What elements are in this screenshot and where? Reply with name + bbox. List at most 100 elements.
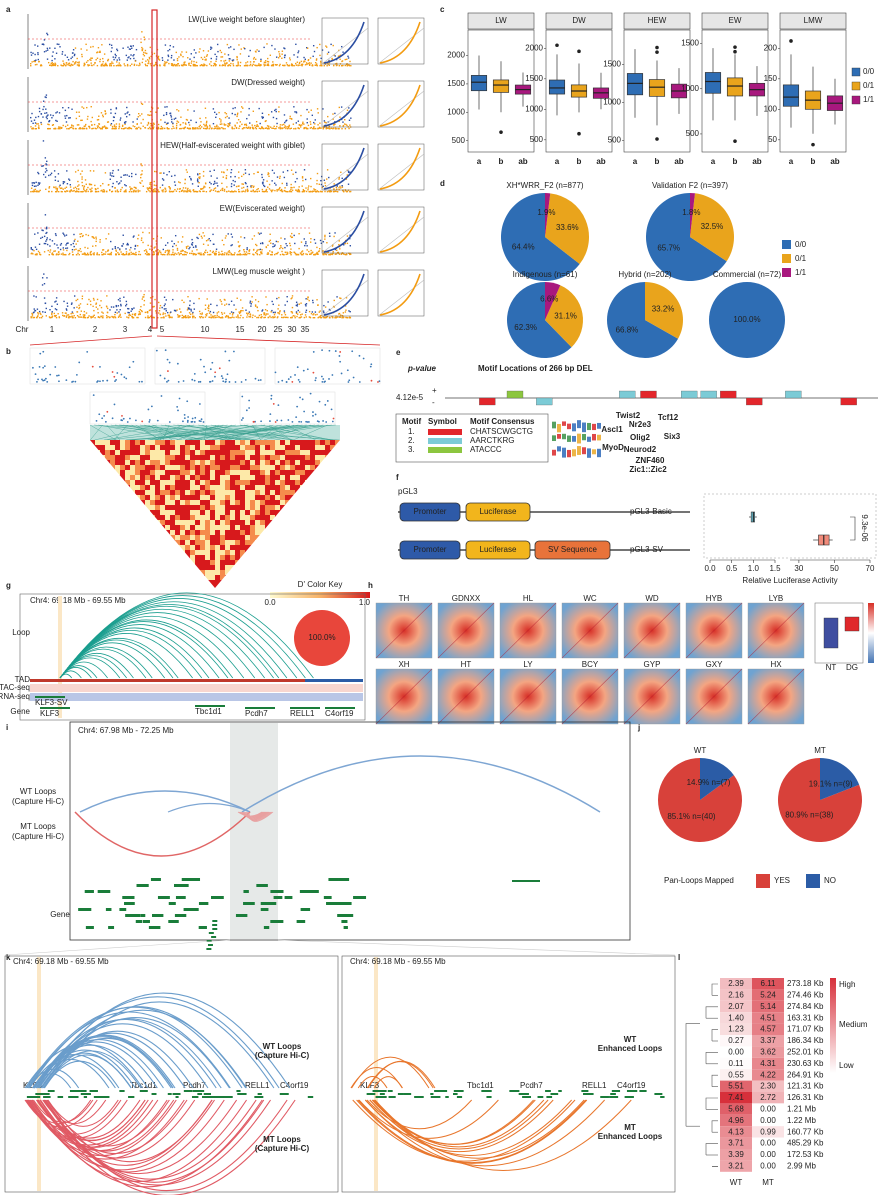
manhattan-dot — [221, 313, 224, 315]
regional-dot — [240, 381, 243, 383]
ld-cell — [90, 465, 95, 470]
regional-dot — [122, 417, 125, 420]
manhattan-dot — [256, 171, 259, 173]
ld-cell — [190, 505, 195, 510]
ld-cell — [170, 480, 175, 485]
manhattan-dot — [101, 251, 103, 254]
manhattan-dot — [231, 112, 233, 115]
manhattan-dot — [249, 127, 251, 130]
ld-cell — [175, 450, 180, 455]
manhattan-dot — [163, 296, 166, 298]
manhattan-dot — [305, 190, 308, 193]
manhattan-dot — [77, 249, 79, 252]
ld-cell — [275, 580, 280, 585]
ld-cell — [240, 545, 245, 550]
ld-cell — [255, 445, 260, 450]
ld-cell — [180, 440, 185, 445]
regional-dot — [37, 378, 39, 381]
ld-cell — [190, 465, 195, 470]
manhattan-dot — [209, 250, 212, 252]
ld-cell — [275, 490, 280, 495]
manhattan-dot — [139, 308, 141, 311]
manhattan-dot — [84, 246, 86, 249]
ld-cell — [100, 485, 105, 490]
manhattan-dot — [56, 120, 58, 122]
manhattan-dot — [190, 177, 192, 180]
manhattan-dot — [131, 315, 133, 318]
regional-dot — [312, 351, 315, 353]
ld-cell — [230, 575, 235, 580]
ld-cell — [150, 530, 155, 535]
manhattan-dot — [47, 61, 50, 64]
manhattan-dot — [81, 106, 83, 108]
manhattan-dot — [305, 62, 308, 64]
manhattan-dot — [284, 238, 286, 240]
manhattan-dot — [246, 316, 248, 318]
regional-dot — [254, 377, 257, 380]
manhattan-dot — [143, 299, 146, 302]
x-axis-label: 25 — [274, 325, 283, 334]
manhattan-dot — [139, 114, 141, 117]
manhattan-dot — [104, 253, 107, 255]
manhattan-dot — [192, 189, 195, 191]
manhattan-dot — [153, 123, 155, 125]
manhattan-dot — [203, 56, 206, 58]
ld-cell — [125, 570, 130, 575]
ld-cell — [180, 585, 185, 588]
manhattan-dot — [270, 189, 272, 191]
manhattan-dot — [105, 251, 107, 253]
manhattan-dot — [88, 125, 90, 128]
manhattan-dot — [64, 109, 67, 112]
manhattan-dot — [93, 314, 95, 317]
manhattan-dot — [149, 63, 152, 65]
manhattan-dot — [317, 304, 319, 306]
manhattan-dot — [97, 125, 100, 127]
manhattan-dot — [204, 125, 206, 127]
ld-cell — [125, 560, 130, 565]
manhattan-dot — [65, 316, 68, 318]
ld-cell — [90, 475, 95, 480]
manhattan-dot — [222, 171, 225, 173]
manhattan-dot — [107, 249, 109, 252]
manhattan-dot — [57, 247, 59, 249]
manhattan-dot — [100, 300, 102, 302]
manhattan-dot — [323, 179, 326, 181]
manhattan-dot — [299, 314, 302, 316]
manhattan-dot — [257, 188, 259, 190]
ld-cell — [185, 485, 190, 490]
manhattan-dot — [38, 110, 41, 113]
manhattan-dot — [73, 63, 76, 65]
manhattan-dot — [324, 306, 327, 308]
manhattan-dot — [291, 64, 294, 67]
manhattan-dot — [227, 123, 229, 125]
manhattan-dot — [179, 188, 181, 190]
manhattan-dot — [52, 51, 54, 53]
ld-cell — [200, 445, 205, 450]
ld-cell — [130, 540, 135, 545]
manhattan-dot — [207, 307, 209, 309]
manhattan-dot — [270, 64, 273, 67]
manhattan-dot — [242, 316, 244, 319]
manhattan-dot — [257, 64, 260, 67]
manhattan-dot — [324, 253, 327, 255]
manhattan-dot — [45, 240, 47, 242]
qq-diagonal — [377, 216, 425, 254]
ld-cell — [130, 500, 135, 505]
panel-letter: b — [6, 347, 11, 356]
ld-cell — [140, 455, 145, 460]
manhattan-dot — [65, 315, 68, 318]
manhattan-dot — [168, 316, 171, 318]
manhattan-dot — [51, 190, 53, 193]
ld-cell — [285, 535, 290, 540]
manhattan-dot — [247, 64, 249, 67]
manhattan-dot — [227, 125, 230, 128]
manhattan-dot — [48, 119, 51, 122]
ld-cell — [130, 465, 135, 470]
manhattan-dot — [56, 303, 59, 305]
ld-cell — [210, 550, 215, 555]
x-axis-label: Chr — [16, 325, 29, 334]
ld-cell — [155, 570, 160, 575]
manhattan-dot — [47, 123, 49, 125]
regional-dot — [358, 381, 361, 383]
manhattan-dot — [294, 111, 296, 113]
